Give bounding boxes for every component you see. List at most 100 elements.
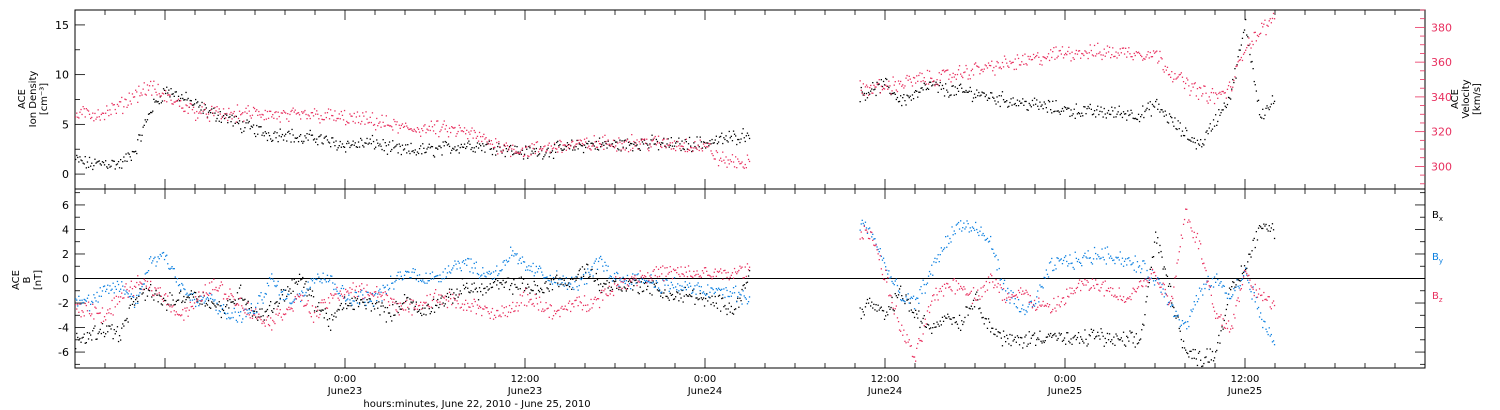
data-point: [442, 271, 444, 273]
data-point: [653, 137, 655, 139]
data-point: [213, 107, 215, 109]
data-point: [1009, 333, 1011, 336]
data-point: [1200, 290, 1202, 292]
data-point: [721, 160, 723, 162]
data-point: [417, 128, 420, 130]
data-point: [333, 141, 335, 143]
data-point: [1071, 114, 1073, 117]
data-point: [965, 306, 967, 308]
data-point: [78, 295, 80, 297]
data-point: [217, 304, 219, 306]
data-point: [492, 271, 495, 273]
data-point: [1038, 301, 1040, 303]
data-point: [1025, 100, 1027, 103]
data-point: [257, 319, 259, 321]
data-point: [737, 138, 739, 141]
y-tick-label: 10: [55, 69, 69, 82]
data-point: [423, 125, 425, 127]
data-point: [968, 74, 970, 76]
data-point: [178, 284, 181, 286]
data-point: [90, 117, 92, 120]
data-point: [354, 289, 356, 291]
data-point: [867, 237, 870, 240]
data-point: [1077, 332, 1080, 334]
data-point: [1067, 332, 1069, 334]
data-point: [84, 116, 86, 118]
data-point: [241, 131, 243, 134]
data-point: [1147, 276, 1149, 278]
data-point: [412, 299, 414, 301]
data-point: [697, 273, 699, 275]
data-point: [976, 228, 978, 231]
data-point: [940, 247, 942, 249]
data-point: [877, 248, 879, 251]
data-point: [926, 69, 929, 72]
data-point: [103, 316, 106, 318]
data-point: [1008, 105, 1010, 107]
data-point: [283, 135, 286, 137]
data-point: [1218, 334, 1220, 337]
data-point: [936, 83, 938, 85]
data-point: [281, 319, 284, 321]
data-point: [1018, 311, 1021, 313]
data-point: [889, 308, 891, 310]
data-point: [631, 134, 633, 136]
data-point: [912, 295, 915, 297]
data-point: [447, 143, 450, 145]
data-point: [198, 112, 200, 114]
data-point: [738, 269, 740, 272]
data-point: [1072, 113, 1074, 115]
data-point: [1100, 328, 1102, 330]
data-point: [592, 144, 594, 146]
data-point: [354, 297, 356, 299]
data-point: [580, 278, 582, 281]
data-point: [131, 93, 134, 95]
data-point: [1069, 52, 1071, 55]
data-point: [350, 115, 352, 117]
data-point: [538, 265, 541, 267]
data-point: [283, 289, 286, 291]
data-point: [294, 296, 296, 298]
data-point: [875, 243, 877, 245]
data-point: [662, 297, 664, 299]
data-point: [481, 140, 483, 143]
data-point: [1168, 113, 1171, 115]
data-point: [1225, 292, 1227, 294]
data-point: [635, 145, 637, 147]
data-point: [173, 268, 175, 270]
data-point: [1261, 22, 1263, 24]
data-point: [1141, 55, 1143, 58]
data-point: [1046, 336, 1049, 338]
data-point: [1201, 146, 1203, 148]
data-point: [649, 275, 651, 277]
data-point: [551, 289, 554, 291]
data-point: [655, 144, 657, 146]
data-point: [1185, 321, 1187, 323]
data-point: [715, 150, 717, 152]
data-point: [872, 233, 874, 235]
data-point: [235, 304, 237, 306]
data-point: [1023, 104, 1025, 106]
data-point: [1062, 57, 1065, 59]
data-point: [537, 154, 540, 156]
data-point: [1203, 85, 1205, 87]
data-point: [157, 287, 159, 289]
data-point: [597, 284, 600, 286]
data-point: [738, 306, 740, 308]
data-point: [1256, 239, 1259, 241]
data-point: [133, 304, 136, 306]
data-point: [358, 115, 361, 117]
data-point: [668, 144, 670, 146]
data-point: [1192, 308, 1194, 310]
data-point: [339, 118, 341, 120]
data-point: [1155, 231, 1157, 233]
data-point: [469, 306, 471, 308]
data-point: [1066, 260, 1068, 263]
data-point: [1118, 259, 1120, 261]
data-point: [357, 291, 360, 293]
data-point: [619, 279, 621, 281]
data-point: [572, 278, 574, 280]
data-point: [108, 164, 110, 166]
data-point: [1182, 340, 1185, 342]
data-point: [570, 310, 572, 313]
